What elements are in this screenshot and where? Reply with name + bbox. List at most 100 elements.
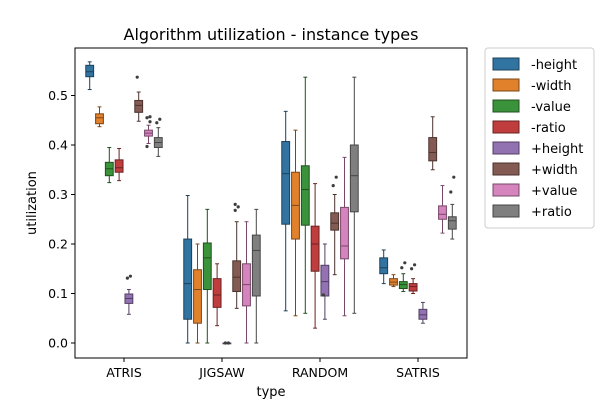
y-axis: 0.0 0.1 0.2 0.3 0.4 0.5 — [48, 88, 75, 351]
box--ratio-JIGSAW — [212, 263, 222, 327]
box-+value-JIGSAW — [242, 221, 251, 344]
legend-swatch — [492, 99, 520, 113]
legend-label: +height — [531, 142, 583, 157]
box-iqr — [212, 278, 222, 308]
box-iqr — [281, 141, 291, 225]
y-tick-label: 0.4 — [48, 138, 68, 153]
outlier-point — [449, 190, 453, 194]
box-iqr — [330, 212, 340, 231]
box-+height-JIGSAW — [222, 341, 232, 345]
outlier-point — [452, 175, 456, 179]
legend-label: -height — [531, 58, 577, 73]
box-+ratio-JIGSAW — [251, 208, 261, 344]
box-+value-RANDOM — [340, 156, 349, 317]
box-iqr — [408, 283, 418, 292]
outlier-point — [145, 144, 149, 149]
box--ratio-SATRIS — [408, 263, 418, 294]
y-tick-label: 0.3 — [48, 187, 68, 202]
outlier-point — [128, 274, 132, 278]
box-iqr — [202, 242, 212, 291]
box--value-ATRIS — [104, 146, 114, 184]
legend-frame — [484, 47, 595, 229]
box--height-ATRIS — [85, 61, 95, 91]
box-+width-JIGSAW — [232, 202, 242, 309]
outlier-point — [125, 276, 129, 280]
box-+height-SATRIS — [418, 301, 428, 324]
x-tick-label: ATRIS — [106, 365, 142, 380]
outlier-point — [135, 75, 139, 79]
box-iqr — [447, 216, 457, 230]
box-iqr — [95, 113, 104, 125]
y-tick-label: 0.1 — [48, 286, 68, 301]
legend-swatch — [492, 162, 520, 176]
box--ratio-ATRIS — [114, 147, 124, 182]
legend-swatch — [492, 78, 520, 92]
y-tick-label: 0.2 — [48, 237, 68, 252]
outlier-point — [155, 121, 159, 125]
box-iqr — [310, 225, 320, 272]
box--width-RANDOM — [291, 129, 300, 317]
legend-swatch — [492, 183, 520, 197]
box-+value-ATRIS — [144, 115, 153, 149]
x-axis: ATRIS JIGSAW RANDOM SATRIS — [106, 358, 440, 380]
box--value-JIGSAW — [202, 208, 212, 344]
box--width-JIGSAW — [193, 243, 202, 344]
box-iqr — [134, 99, 144, 113]
box-iqr — [183, 238, 193, 320]
outlier-point — [331, 183, 335, 188]
legend-swatch — [492, 141, 520, 155]
box-+ratio-SATRIS — [447, 175, 457, 240]
box-+height-ATRIS — [124, 274, 134, 315]
y-axis-label: utilization — [25, 171, 40, 235]
box-iqr — [340, 206, 349, 260]
legend: -height -width -value -ratio +height +width +v… — [484, 47, 595, 229]
box-+value-SATRIS — [438, 185, 447, 234]
legend-label: -ratio — [531, 121, 566, 136]
box--width-SATRIS — [389, 274, 398, 288]
plot-area — [85, 61, 457, 345]
box-+width-ATRIS — [134, 75, 144, 122]
chart-title: Algorithm utilization - instance types — [124, 25, 419, 44]
box-+ratio-RANDOM — [349, 76, 359, 314]
outlier-point — [145, 116, 149, 120]
box-+width-RANDOM — [330, 175, 340, 276]
box--height-RANDOM — [281, 110, 291, 312]
box-iqr — [193, 269, 202, 324]
y-tick-label: 0.0 — [48, 336, 68, 351]
outlier-point — [400, 266, 404, 270]
outlier-point — [236, 205, 240, 209]
box--value-SATRIS — [398, 261, 408, 293]
box--height-JIGSAW — [183, 194, 193, 344]
outlier-point — [233, 208, 237, 212]
box--height-SATRIS — [379, 249, 389, 285]
box--width-ATRIS — [95, 106, 104, 128]
outlier-point — [148, 115, 152, 119]
outlier-point — [334, 175, 338, 179]
legend-swatch — [492, 204, 520, 218]
box-iqr — [320, 264, 330, 297]
outlier-point — [403, 261, 407, 265]
box-iqr — [379, 257, 389, 275]
legend-swatch — [492, 120, 520, 134]
outlier-point — [321, 293, 325, 297]
x-tick-label: JIGSAW — [198, 365, 244, 380]
box-+ratio-ATRIS — [153, 117, 163, 157]
box--value-RANDOM — [300, 76, 310, 314]
legend-label: +value — [531, 184, 577, 199]
outlier-point — [158, 117, 162, 121]
box-iqr — [251, 234, 261, 297]
legend-label: +width — [531, 163, 578, 178]
box-iqr — [300, 165, 310, 226]
box-iqr — [349, 144, 359, 213]
legend-label: -width — [531, 79, 572, 94]
box--ratio-RANDOM — [310, 183, 320, 329]
x-tick-label: SATRIS — [396, 365, 440, 380]
x-axis-label: type — [256, 385, 285, 400]
y-tick-label: 0.5 — [48, 88, 68, 103]
outlier-point — [233, 202, 237, 206]
box-+width-SATRIS — [428, 116, 438, 171]
outlier-point — [226, 341, 230, 345]
outlier-point — [413, 263, 417, 267]
outlier-point — [148, 120, 152, 124]
